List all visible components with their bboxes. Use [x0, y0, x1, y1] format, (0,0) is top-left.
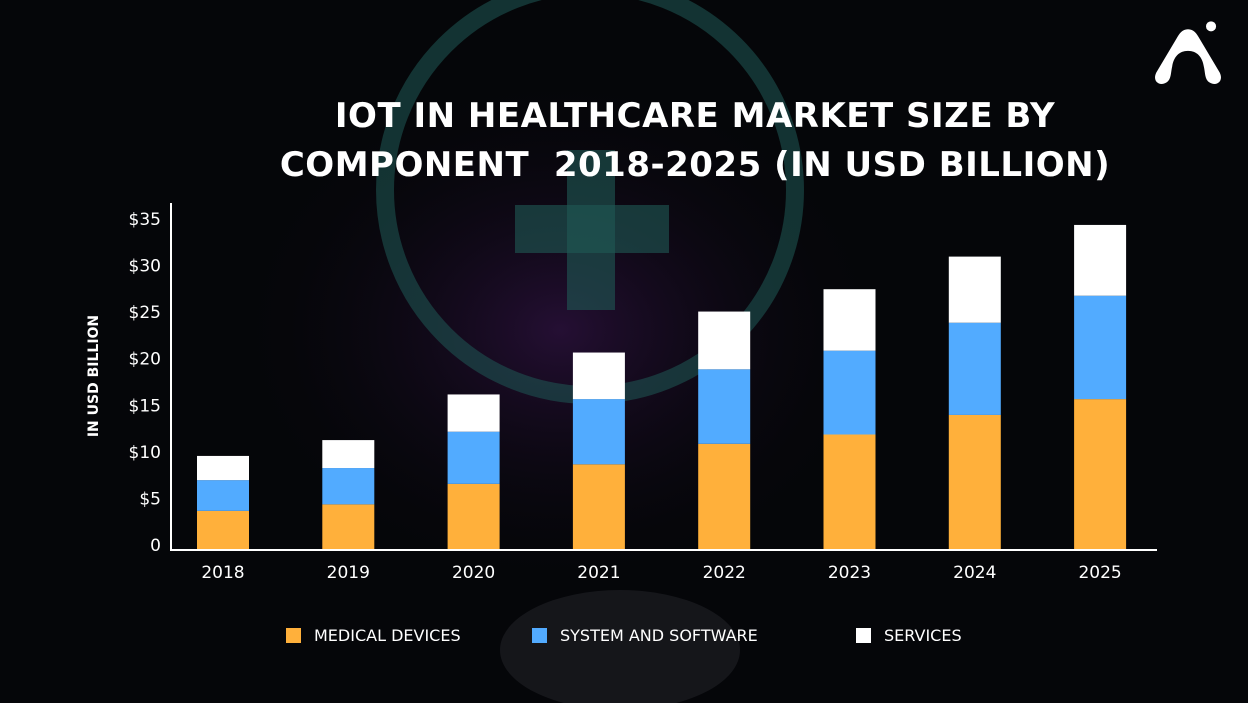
bar-services-2019 [322, 440, 375, 469]
bar-system-and-software-2019 [322, 468, 375, 505]
robot-hand-image [500, 590, 740, 703]
bar-medical-devices-2021 [572, 464, 625, 550]
bar-medical-devices-2025 [1074, 399, 1127, 550]
legend: MEDICAL DEVICES SYSTEM AND SOFTWARE SERV… [286, 626, 962, 645]
bar-services-2023 [823, 289, 876, 351]
bar-medical-devices-2024 [948, 414, 1001, 550]
brand-a-logo-icon [1155, 21, 1221, 84]
legend-label: MEDICAL DEVICES [314, 626, 461, 645]
bar-system-and-software-2020 [447, 431, 500, 484]
x-tick-label: 2024 [953, 563, 996, 583]
bar-medical-devices-2022 [698, 443, 751, 550]
bar-system-and-software-2023 [823, 350, 876, 435]
bar-services-2024 [948, 256, 1001, 323]
legend-swatch-medical-devices [286, 628, 301, 643]
bar-system-and-software-2018 [197, 480, 249, 511]
bar-services-2018 [197, 455, 249, 481]
x-tick-label: 2020 [452, 563, 495, 583]
title-line-1: IOT IN HEALTHCARE MARKET SIZE BY [334, 96, 1056, 136]
bar-system-and-software-2022 [698, 369, 751, 444]
x-tick-label: 2022 [703, 563, 746, 583]
bar-services-2020 [447, 394, 500, 432]
chart-title: IOT IN HEALTHCARE MARKET SIZE BY COMPONE… [0, 92, 1248, 190]
bar-system-and-software-2025 [1074, 295, 1127, 400]
title-line-2: COMPONENT 2018-2025 (IN USD BILLION) [279, 145, 1111, 185]
y-tick-label: $10 [129, 443, 161, 463]
bar-services-2021 [572, 352, 625, 400]
bar-medical-devices-2018 [197, 510, 249, 550]
bar-services-2025 [1074, 224, 1127, 296]
y-tick-label: 0 [150, 536, 161, 556]
y-tick-label: $35 [129, 210, 161, 230]
x-tick-label: 2018 [201, 563, 244, 583]
bar-services-2022 [698, 311, 751, 370]
bar-system-and-software-2024 [948, 322, 1001, 415]
x-tick-label: 2019 [327, 563, 370, 583]
legend-swatch-services [856, 628, 871, 643]
y-tick-label: $30 [129, 257, 161, 277]
legend-item-medical-devices: MEDICAL DEVICES [286, 626, 532, 645]
legend-label: SERVICES [884, 626, 962, 645]
x-tick-label: 2025 [1078, 563, 1121, 583]
bar-medical-devices-2023 [823, 434, 876, 550]
y-tick-label: $25 [129, 303, 161, 323]
legend-item-system-and-software: SYSTEM AND SOFTWARE [532, 626, 856, 645]
bar-system-and-software-2021 [572, 399, 625, 465]
legend-label: SYSTEM AND SOFTWARE [560, 626, 758, 645]
y-tick-label: $15 [129, 396, 161, 416]
x-tick-label: 2021 [577, 563, 620, 583]
y-tick-label: $5 [139, 489, 161, 509]
legend-item-services: SERVICES [856, 626, 962, 645]
bar-medical-devices-2020 [447, 483, 500, 550]
y-tick-label: $20 [129, 350, 161, 370]
legend-swatch-system-and-software [532, 628, 547, 643]
bar-medical-devices-2019 [322, 504, 375, 550]
x-tick-label: 2023 [828, 563, 871, 583]
